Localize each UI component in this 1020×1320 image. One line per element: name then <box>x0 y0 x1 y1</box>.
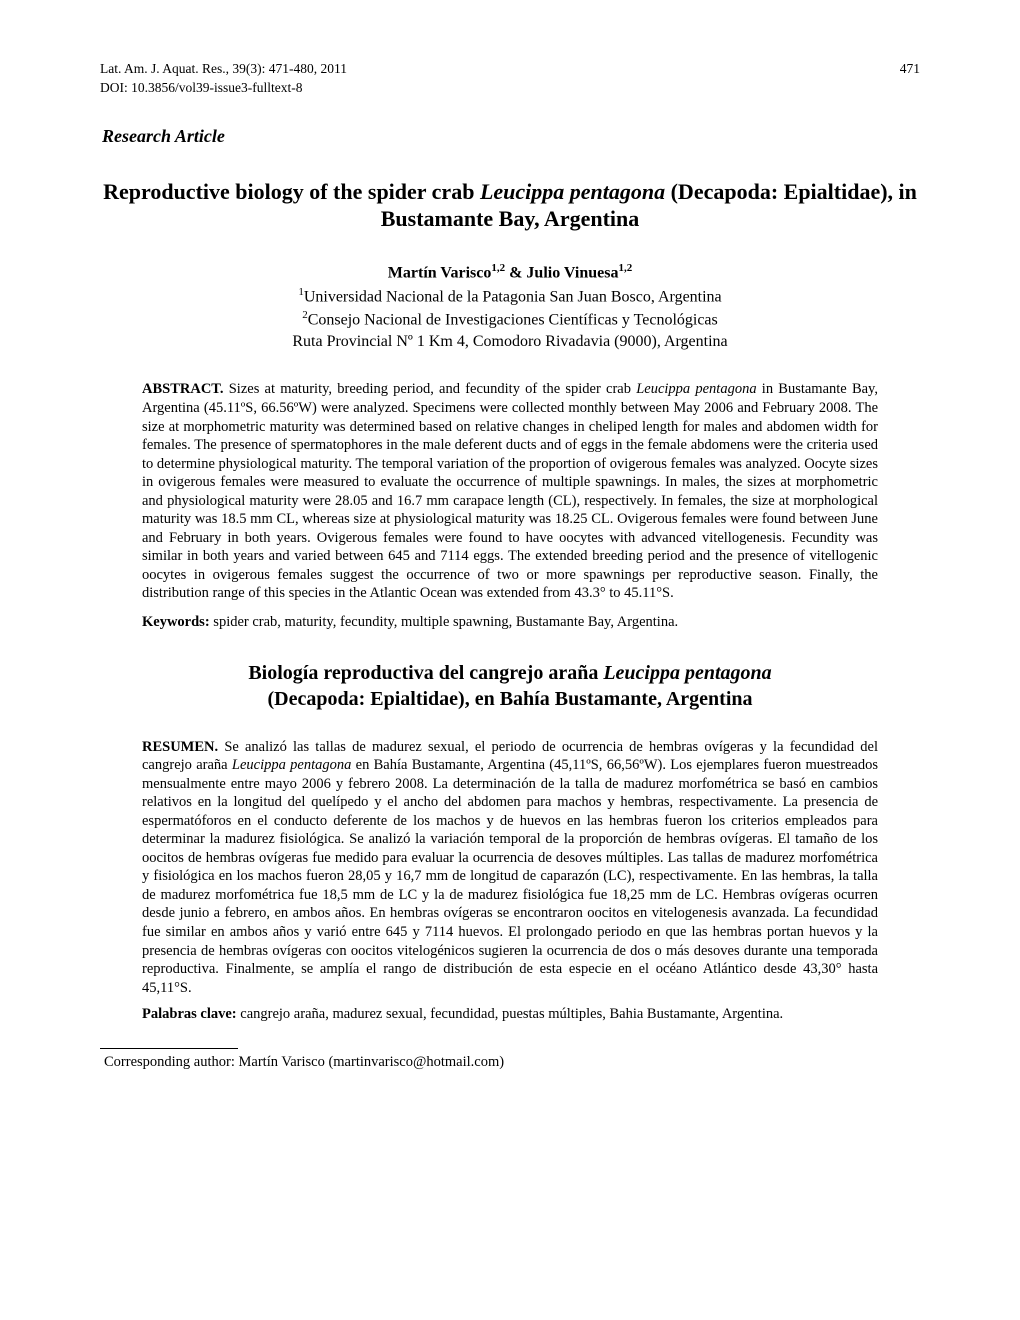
author-2-affil-sup: 1,2 <box>618 262 632 274</box>
abstract-text-2: in Bustamante Bay, Argentina (45.11ºS, 6… <box>142 381 878 601</box>
affil-1-text: Universidad Nacional de la Patagonia San… <box>304 289 722 306</box>
corresponding-author: Corresponding author: Martín Varisco (ma… <box>104 1053 920 1072</box>
abstract-text-1: Sizes at maturity, breeding period, and … <box>224 381 637 397</box>
author-2-name: Julio Vinuesa <box>526 264 618 281</box>
author-1-name: Martín Varisco <box>388 264 492 281</box>
abstract-en: ABSTRACT. Sizes at maturity, breeding pe… <box>142 380 878 603</box>
article-type: Research Article <box>102 125 920 148</box>
title-en-species: Leucippa pentagona <box>480 179 665 204</box>
palabras-label: Palabras clave: <box>142 1006 237 1022</box>
running-header: Lat. Am. J. Aquat. Res., 39(3): 471-480,… <box>100 60 920 77</box>
article-title-en: Reproductive biology of the spider crab … <box>100 178 920 233</box>
page-number: 471 <box>900 60 920 77</box>
title-es-line2-pre: (Decapoda: Epialtidae), en <box>267 688 499 710</box>
keywords-en: Keywords: spider crab, maturity, fecundi… <box>142 613 878 632</box>
abstract-label: ABSTRACT. <box>142 381 224 397</box>
title-es-line2-post: Bahía Bustamante, Argentina <box>500 688 753 710</box>
keywords-es: Palabras clave: cangrejo araña, madurez … <box>142 1005 878 1024</box>
author-1-affil-sup: 1,2 <box>491 262 505 274</box>
journal-reference: Lat. Am. J. Aquat. Res., 39(3): 471-480,… <box>100 60 347 77</box>
affil-2-text: Consejo Nacional de Investigaciones Cien… <box>308 312 718 329</box>
author-line: Martín Varisco1,2 & Julio Vinuesa1,2 <box>100 261 920 284</box>
resumen-label: RESUMEN. <box>142 739 218 755</box>
title-es-line1-pre: Biología reproductiva del cangrejo araña <box>248 662 603 684</box>
doi-line: DOI: 10.3856/vol39-issue3-fulltext-8 <box>100 79 920 96</box>
resumen-text-2: en Bahía Bustamante, Argentina (45,11ºS,… <box>142 757 878 996</box>
keywords-text: spider crab, maturity, fecundity, multip… <box>210 614 678 630</box>
title-es-species: Leucippa pentagona <box>603 662 771 684</box>
resumen-species: Leucippa pentagona <box>232 757 351 773</box>
affiliation-2: 2Consejo Nacional de Investigaciones Cie… <box>100 308 920 331</box>
title-en-pre: Reproductive biology of the spider crab <box>103 179 480 204</box>
affiliation-address: Ruta Provincial Nº 1 Km 4, Comodoro Riva… <box>100 332 920 353</box>
article-title-es: Biología reproductiva del cangrejo araña… <box>100 660 920 712</box>
affiliation-1: 1Universidad Nacional de la Patagonia Sa… <box>100 285 920 308</box>
abstract-es: RESUMEN. Se analizó las tallas de madure… <box>142 738 878 998</box>
abstract-species: Leucippa pentagona <box>636 381 756 397</box>
palabras-text: cangrejo araña, madurez sexual, fecundid… <box>237 1006 784 1022</box>
footnote-divider <box>100 1048 238 1049</box>
author-separator: & <box>505 264 526 281</box>
keywords-label: Keywords: <box>142 614 210 630</box>
